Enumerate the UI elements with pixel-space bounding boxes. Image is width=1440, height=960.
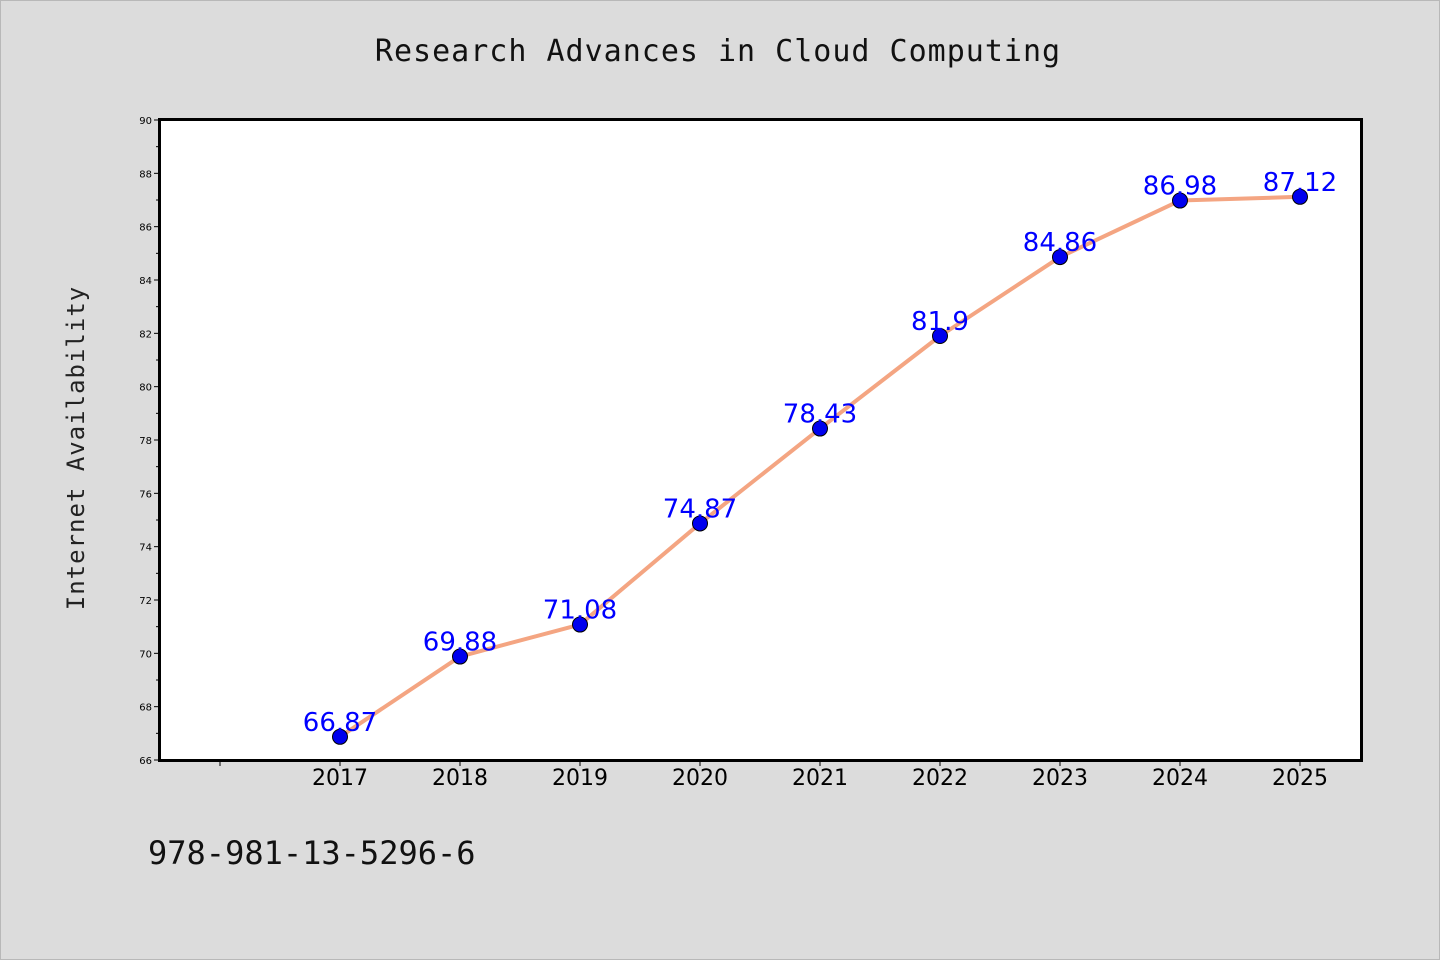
- data-label: 84.86: [1023, 228, 1097, 258]
- x-tick-label: 2022: [912, 766, 968, 791]
- y-tick-label: 72: [139, 596, 152, 607]
- data-label: 87.12: [1263, 168, 1337, 198]
- x-tick-label: 2021: [792, 766, 848, 791]
- x-tick-label: 2024: [1152, 766, 1208, 791]
- y-axis-ticks: 66 68 70 72 74 76 78 80 82 84 86 88 90: [139, 116, 160, 767]
- y-tick-label: 84: [139, 276, 152, 287]
- y-tick-label: 80: [139, 383, 152, 394]
- x-tick-label: 2018: [432, 766, 488, 791]
- data-point: [1292, 188, 1308, 205]
- y-tick-label: 68: [139, 703, 152, 714]
- data-point: [572, 616, 588, 633]
- chart-title: Research Advances in Cloud Computing: [374, 34, 1062, 69]
- y-tick-label: 82: [139, 329, 152, 340]
- data-point: [452, 648, 468, 665]
- data-labels: 66.87 69.88 71.08 74.87 78.43 81.9 84.86 86.98 8…: [303, 168, 1337, 738]
- data-label: 66.87: [303, 708, 377, 738]
- y-tick-label: 76: [139, 489, 152, 500]
- data-point: [1172, 192, 1188, 209]
- data-label: 86.98: [1143, 172, 1217, 202]
- y-tick-label: 70: [139, 649, 152, 660]
- data-point: [1052, 249, 1068, 266]
- data-point: [932, 328, 948, 344]
- data-label: 71.08: [543, 596, 617, 626]
- y-tick-label: 74: [139, 543, 152, 554]
- data-label: 74.87: [663, 494, 737, 524]
- data-label: 69.88: [423, 628, 497, 658]
- x-tick-label: 2023: [1032, 766, 1088, 791]
- data-point: [812, 420, 828, 437]
- y-tick-label: 90: [139, 116, 152, 127]
- data-point: [332, 728, 348, 745]
- data-points: [332, 188, 1308, 745]
- plot-area: [158, 118, 1363, 762]
- x-tick-label: 2019: [552, 766, 608, 791]
- y-tick-label: 88: [139, 169, 152, 180]
- data-label: 78.43: [783, 400, 857, 430]
- x-tick-label: 2020: [672, 766, 728, 791]
- y-tick-label: 78: [139, 436, 152, 447]
- y-tick-label: 86: [139, 223, 152, 234]
- data-point: [692, 515, 708, 532]
- x-tick-label: 2017: [312, 766, 368, 791]
- x-tick-label: 2025: [1272, 766, 1328, 791]
- y-tick-label: 66: [139, 756, 152, 767]
- isbn-text: 978-981-13-5296-6: [148, 834, 476, 872]
- x-axis-ticks: 2017 2018 2019 2020 2021 2022 2023 2024 2025: [219, 760, 1328, 791]
- data-label: 81.9: [911, 307, 969, 337]
